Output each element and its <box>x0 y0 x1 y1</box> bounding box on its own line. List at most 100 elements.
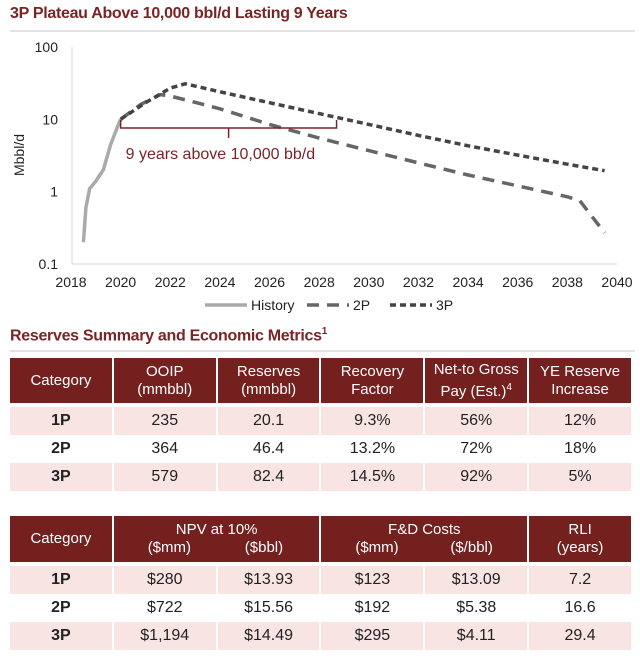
header-cell: YE Reserve Increase <box>529 358 631 403</box>
y-tick-label: 100 <box>35 39 59 55</box>
value-cell: 20.1 <box>217 407 320 435</box>
npv-label: NPV at 10% <box>175 521 258 538</box>
value-cell: 29.4 <box>529 622 631 650</box>
legend-label-history: History <box>251 297 295 313</box>
category-cell: 2P <box>51 440 71 457</box>
value-cell: 16.6 <box>564 599 596 616</box>
header-line: Reserves <box>236 362 301 380</box>
rli-label: RLI <box>568 521 592 538</box>
value-cell: $280 <box>113 566 216 594</box>
x-tick-label: 2026 <box>254 274 285 290</box>
table-row: 2P $722 $15.56 $192 $5.38 16.6 <box>10 594 631 622</box>
series-line-3p <box>119 82 605 173</box>
fd-bbl-label: ($/bbl) <box>450 539 493 556</box>
annotation-text: 9 years above 10,000 bb/d <box>126 146 315 163</box>
header-line: Increase <box>551 380 609 398</box>
header-line: Recovery <box>340 362 405 380</box>
value-cell: 72% <box>460 440 493 457</box>
table-row: 1P $280 $13.93 $123 $13.09 7.2 <box>10 566 631 594</box>
header-line: Pay (Est.) <box>440 382 507 400</box>
header-line: Net-to Gross <box>433 360 519 378</box>
header-npv: NPV at 10% ($mm) ($bbl) <box>113 516 320 562</box>
chart-title: 3P Plateau Above 10,000 bbl/d Lasting 9 … <box>10 5 348 22</box>
y-tick-label: 1 <box>50 184 58 200</box>
header-line: (mmbbl) <box>241 380 297 398</box>
value-cell: 9.3% <box>321 407 424 435</box>
header-line: (mmbbl) <box>137 380 193 398</box>
x-tick-label: 2028 <box>304 274 335 290</box>
tables-title-text: Reserves Summary and Economic Metrics <box>10 327 322 345</box>
npv-mm-label: ($mm) <box>147 539 192 556</box>
x-tick-label: 2020 <box>105 274 136 290</box>
header-cell: Category <box>10 358 112 403</box>
tables-title: Reserves Summary and Economic Metrics1 <box>10 326 327 345</box>
x-tick-label: 2034 <box>453 274 484 290</box>
y-axis-label: Mbbl/d <box>11 134 27 176</box>
table-row: 3P 579 82.4 14.5% 92% 5% <box>10 463 631 491</box>
value-cell: 579 <box>113 463 216 491</box>
category-cell: 1P <box>10 407 112 435</box>
legend-label-3p: 3P <box>436 297 453 313</box>
table-row: 2P 364 46.4 13.2% 72% 18% <box>10 435 631 463</box>
header-line: OOIP <box>145 362 184 380</box>
x-tick-label: 2038 <box>552 274 583 290</box>
x-tick-label: 2040 <box>601 274 632 290</box>
fd-mm-label: ($mm) <box>355 539 399 556</box>
footnote-marker: 4 <box>506 381 512 393</box>
value-cell: 235 <box>113 407 216 435</box>
x-tick-label: 2024 <box>204 274 235 290</box>
category-cell: 2P <box>51 599 71 616</box>
value-cell: 82.4 <box>217 463 320 491</box>
x-tick-label: 2032 <box>403 274 434 290</box>
value-cell: 14.5% <box>321 463 424 491</box>
value-cell: $4.11 <box>425 622 528 650</box>
value-cell: $13.93 <box>217 566 320 594</box>
value-cell: $13.09 <box>425 566 528 594</box>
table-row: 3P $1,194 $14.49 $295 $4.11 29.4 <box>10 622 631 650</box>
value-cell: 364 <box>151 440 179 457</box>
value-cell: $1,194 <box>113 622 216 650</box>
value-cell: 46.4 <box>253 440 285 457</box>
legend-label-2p: 2P <box>353 297 370 313</box>
value-cell: $295 <box>321 622 424 650</box>
value-cell: 7.2 <box>529 566 631 594</box>
category-cell: 1P <box>10 566 112 594</box>
value-cell: $14.49 <box>217 622 320 650</box>
x-tick-label: 2018 <box>55 274 86 290</box>
x-tick-label: 2022 <box>155 274 186 290</box>
header-cell: Net-to Gross Pay (Est.)4 <box>425 358 528 403</box>
value-cell: 56% <box>425 407 528 435</box>
value-cell: $123 <box>321 566 424 594</box>
header-line: YE Reserve <box>540 362 621 380</box>
value-cell: $722 <box>146 599 183 616</box>
series-line-history <box>81 118 123 243</box>
header-line: Factor <box>351 380 394 398</box>
value-cell: $15.56 <box>244 599 294 616</box>
reserves-table: Category OOIP (mmbbl) Reserves (mmbbl) Recove… <box>8 358 633 491</box>
category-cell: 3P <box>10 622 112 650</box>
value-cell: $192 <box>354 599 391 616</box>
bracket-annotation <box>119 120 338 138</box>
title-divider <box>10 30 635 32</box>
value-cell: 12% <box>529 407 631 435</box>
economics-table: Category NPV at 10% ($mm) ($bbl) F&D Costs… <box>8 516 633 650</box>
tables-divider <box>10 350 635 352</box>
value-cell: 5% <box>529 463 631 491</box>
value-cell: 18% <box>564 440 597 457</box>
value-cell: $5.38 <box>456 599 497 616</box>
fd-label: F&D Costs <box>388 521 461 538</box>
header-rli: RLI (years) <box>529 516 631 562</box>
value-cell: 13.2% <box>349 440 396 457</box>
header-line: Category <box>30 371 92 389</box>
x-tick-label: 2030 <box>353 274 384 290</box>
series-line-2p <box>119 92 606 234</box>
npv-bbl-label: ($bbl) <box>244 539 284 556</box>
footnote-marker: 1 <box>321 326 328 337</box>
y-tick-label: 10 <box>42 111 58 127</box>
header-fd-costs: F&D Costs ($mm) ($/bbl) <box>321 516 528 562</box>
value-cell: 92% <box>425 463 528 491</box>
category-cell: 3P <box>10 463 112 491</box>
table-row: 1P 235 20.1 9.3% 56% 12% <box>10 407 631 435</box>
header-cell: OOIP (mmbbl) <box>113 358 216 403</box>
